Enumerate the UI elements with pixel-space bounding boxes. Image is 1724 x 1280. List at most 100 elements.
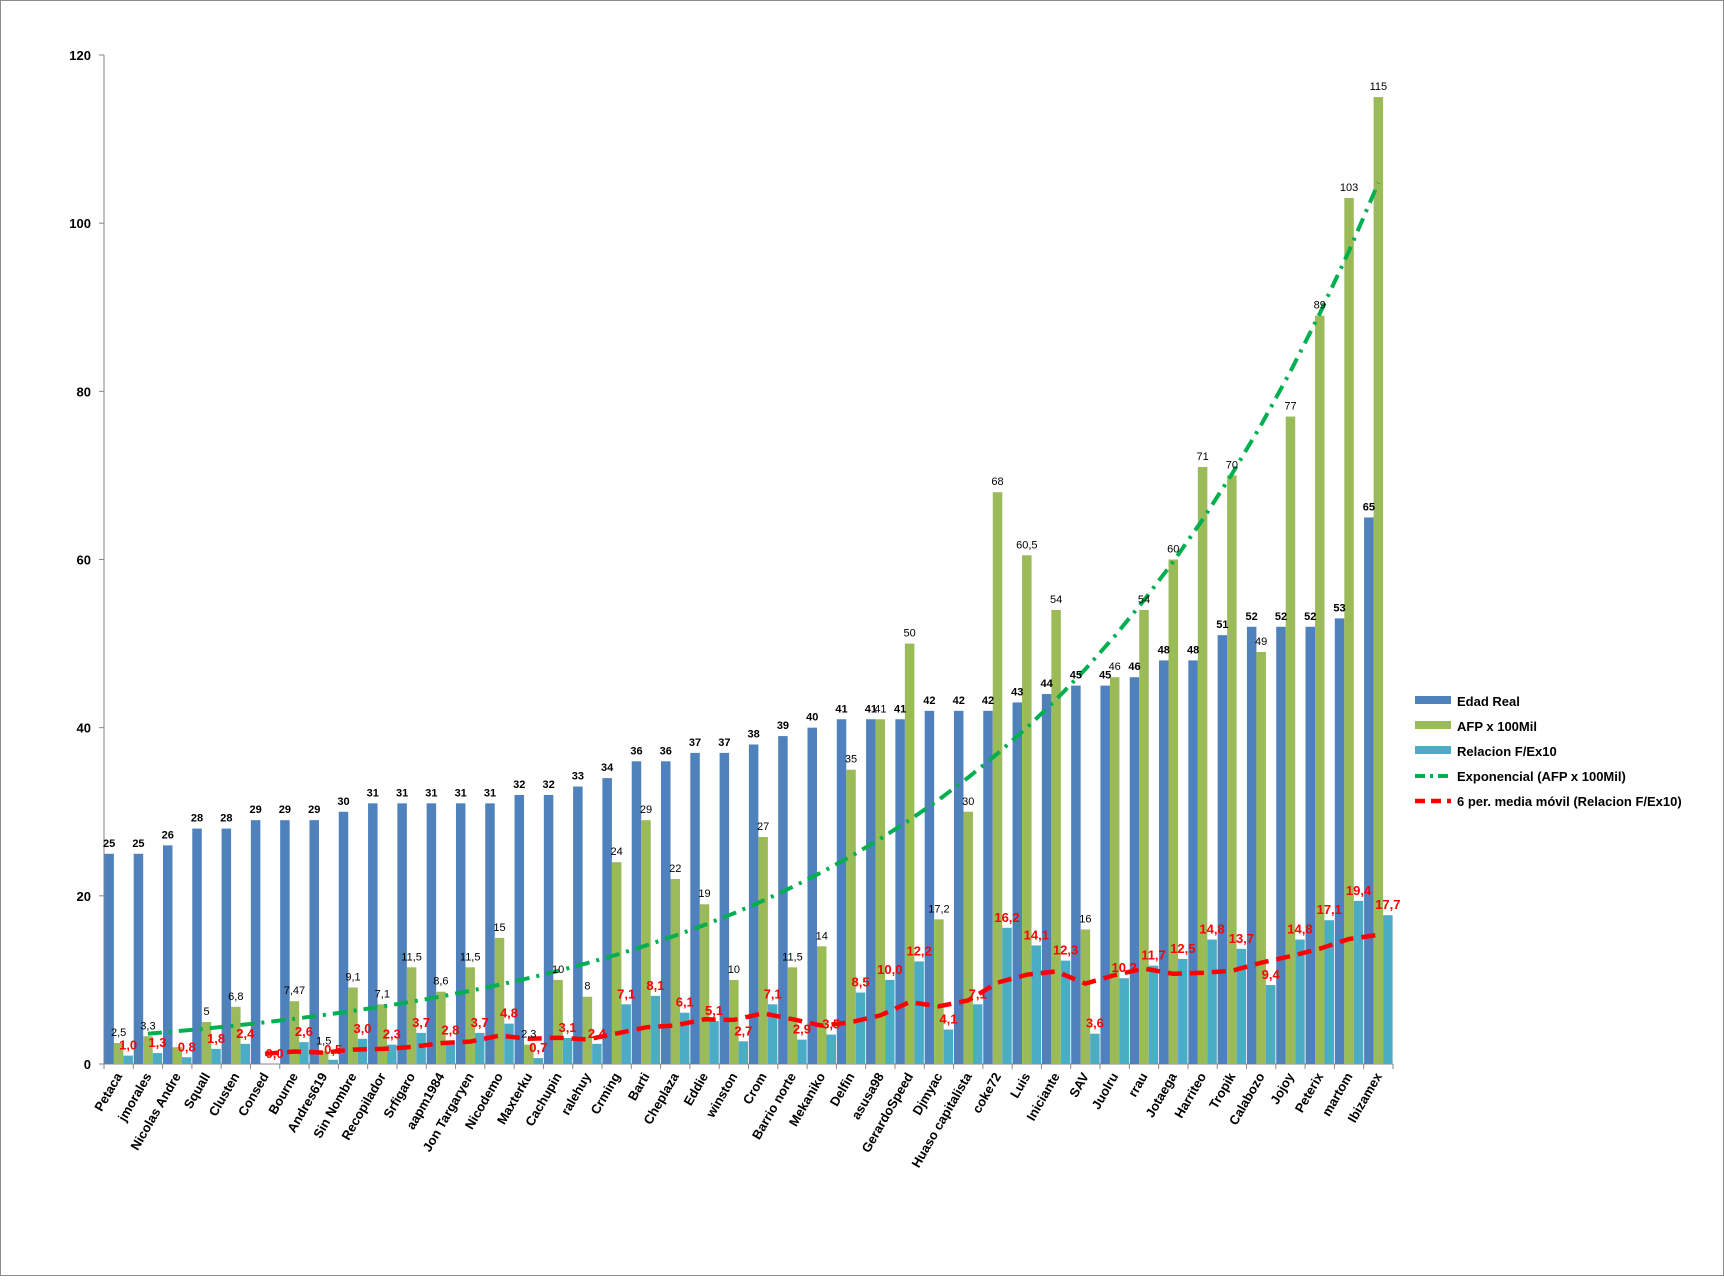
bar-afp <box>816 946 827 1064</box>
bar-edad-real <box>690 752 700 1064</box>
data-label-relacion: 0,8 <box>178 1039 196 1054</box>
bar-edad-real <box>1305 626 1316 1064</box>
data-label-relacion: 14,8 <box>1287 922 1312 937</box>
data-label-relacion: 11,7 <box>1141 948 1166 963</box>
data-label-afp: 54 <box>1138 594 1150 606</box>
data-label-relacion: 12,3 <box>1053 943 1078 958</box>
data-label-afp: 11,5 <box>460 951 481 963</box>
data-label-afp: 7,47 <box>284 985 305 997</box>
data-label-edad-real: 53 <box>1333 602 1345 614</box>
bar-relacion <box>738 1041 749 1064</box>
bar-relacion <box>650 995 661 1064</box>
bar-afp <box>1109 677 1120 1064</box>
data-label-edad-real: 45 <box>1070 670 1082 682</box>
data-label-afp: 6,8 <box>228 991 243 1003</box>
data-label-edad-real: 36 <box>660 745 672 757</box>
data-label-relacion: 12,5 <box>1170 941 1195 956</box>
bar-afp <box>1139 609 1149 1064</box>
x-tick-label: Barti <box>625 1070 653 1103</box>
data-label-afp: 3,3 <box>140 1020 155 1032</box>
data-label-afp: 35 <box>845 754 857 766</box>
legend-swatch <box>1415 696 1451 704</box>
bar-relacion <box>152 1053 163 1064</box>
bar-edad-real <box>953 710 964 1064</box>
y-tick-label: 60 <box>77 553 91 568</box>
data-label-relacion: 17,7 <box>1375 897 1400 912</box>
bar-relacion <box>1353 900 1364 1064</box>
y-tick-label: 40 <box>77 721 91 736</box>
data-label-edad-real: 52 <box>1246 611 1258 623</box>
data-label-edad-real: 44 <box>1040 678 1053 690</box>
data-label-afp: 29 <box>640 804 652 816</box>
data-label-relacion: 2,7 <box>734 1023 752 1038</box>
data-label-afp: 103 <box>1340 182 1358 194</box>
exponential-trendline <box>147 182 1381 1036</box>
bar-relacion <box>474 1032 485 1064</box>
legend: Edad Real AFP x 100Mil Relacion F/Ex10 Expo… <box>1415 694 1682 809</box>
bar-afp <box>1168 559 1179 1064</box>
bar-relacion <box>885 979 895 1064</box>
data-label-afp: 2,3 <box>521 1029 536 1041</box>
data-label-relacion: 0,5 <box>324 1042 342 1057</box>
data-label-edad-real: 52 <box>1275 611 1287 623</box>
bar-relacion <box>533 1058 544 1064</box>
x-tick-label: Delfin <box>827 1070 858 1109</box>
bar-edad-real <box>1129 677 1140 1064</box>
x-tick-label: rrau <box>1125 1070 1151 1099</box>
data-label-afp: 9,1 <box>345 971 360 983</box>
data-label-afp: 115 <box>1370 81 1388 93</box>
data-label-relacion: 10,0 <box>877 962 902 977</box>
data-label-afp: 70 <box>1226 459 1238 471</box>
bar-afp <box>1344 197 1354 1065</box>
data-label-relacion: 4,8 <box>500 1006 518 1021</box>
bar-edad-real <box>778 736 788 1064</box>
bar-edad-real <box>1159 660 1169 1064</box>
data-label-afp: 5 <box>203 1006 209 1018</box>
legend-label: Edad Real <box>1457 694 1520 709</box>
data-label-afp: 54 <box>1050 594 1062 606</box>
data-label-afp: 41 <box>874 703 886 715</box>
bar-relacion <box>504 1023 514 1064</box>
bar-relacion <box>1119 978 1129 1064</box>
data-label-afp: 46 <box>1109 661 1121 673</box>
bar-afp <box>641 820 651 1064</box>
x-tick-label: Crom <box>740 1070 770 1107</box>
bar-edad-real <box>1041 694 1052 1064</box>
data-label-edad-real: 43 <box>1011 686 1023 698</box>
bar-edad-real <box>895 719 905 1064</box>
bar-edad-real <box>250 820 261 1064</box>
bar-relacion <box>1207 939 1217 1064</box>
data-label-edad-real: 45 <box>1099 670 1111 682</box>
bar-afp <box>231 1006 241 1064</box>
bar-afp <box>1315 315 1325 1064</box>
bar-relacion <box>1295 939 1305 1064</box>
bar-edad-real <box>836 719 847 1064</box>
data-label-afp: 17,2 <box>928 903 949 915</box>
data-label-relacion: 2,9 <box>793 1022 811 1037</box>
bar-edad-real <box>368 803 378 1064</box>
data-label-relacion: 14,1 <box>1024 927 1049 942</box>
bar-afp <box>436 991 446 1064</box>
bar-relacion <box>1383 915 1393 1064</box>
bar-afp <box>992 492 1003 1064</box>
data-label-edad-real: 29 <box>308 804 320 816</box>
bar-relacion <box>972 1004 983 1064</box>
bar-afp <box>553 979 563 1064</box>
bar-afp <box>875 719 886 1064</box>
data-label-relacion: 13,7 <box>1229 931 1254 946</box>
bar-afp <box>1256 651 1266 1064</box>
data-label-relacion: 12,2 <box>906 943 931 958</box>
data-label-relacion: 4,1 <box>939 1012 957 1027</box>
data-labels: 25 25 26 28 28 29 29 29 30 31 31 31 31 31 32 32 33 34 36 36… <box>103 81 1400 1061</box>
data-label-afp: 8 <box>584 981 590 993</box>
data-label-relacion: 1,3 <box>148 1035 166 1050</box>
data-label-afp: 8,6 <box>433 976 448 988</box>
data-label-relacion: 2,4 <box>236 1026 255 1041</box>
bar-afp <box>348 987 358 1064</box>
bar-afp <box>934 919 944 1064</box>
data-label-relacion: 2,3 <box>383 1027 401 1042</box>
data-label-edad-real: 41 <box>894 703 906 715</box>
data-label-edad-real: 39 <box>777 720 789 732</box>
bar-afp <box>963 811 973 1064</box>
data-label-afp: 50 <box>904 628 916 640</box>
